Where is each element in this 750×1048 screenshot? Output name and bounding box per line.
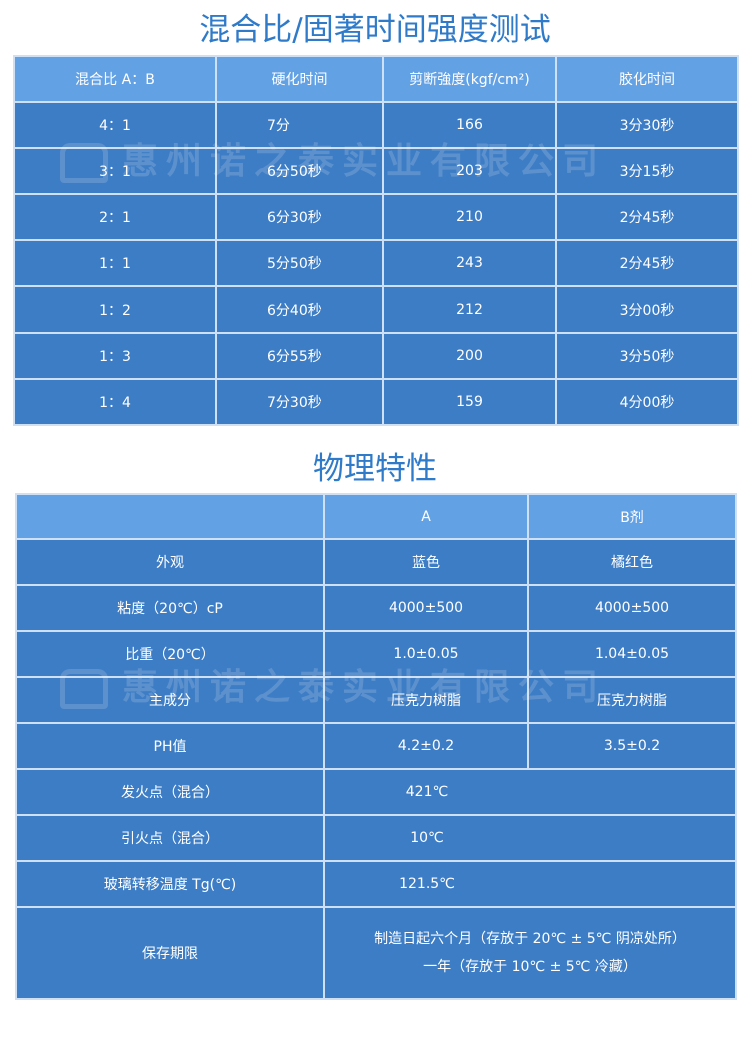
- header-cell: 混合比 A：B: [13, 55, 217, 103]
- table-row: 1：1 5分50秒 243 2分45秒: [13, 239, 739, 287]
- table-cell: 2分45秒: [555, 239, 739, 287]
- table-cell: 玻璃转移温度 Tg(℃): [15, 860, 325, 908]
- table-cell: 压克力树脂: [527, 676, 737, 724]
- table-row: 1：2 6分40秒 212 3分00秒: [13, 285, 739, 334]
- table-cell: 1：1: [13, 239, 217, 287]
- mix-ratio-table: 混合比 A：B 硬化时间 剪断強度(kgf/cm²) 胶化时间 4：1 7分 166…: [13, 55, 739, 426]
- table-cell: 3分15秒: [555, 147, 739, 195]
- table-cell: 203: [382, 147, 557, 195]
- cell-value: 121.5℃: [399, 876, 455, 892]
- table-cell: 1.04±0.05: [527, 630, 737, 678]
- header-cell: 硬化时间: [215, 55, 384, 103]
- table-cell: 蓝色: [323, 538, 529, 586]
- table-cell: 3：1: [13, 147, 217, 195]
- table-row: PH值 4.2±0.2 3.5±0.2: [15, 722, 737, 770]
- table-cell: PH值: [15, 722, 325, 770]
- table-row: 4：1 7分 166 3分30秒: [13, 101, 739, 149]
- table-row: 2：1 6分30秒 210 2分45秒: [13, 193, 739, 241]
- table-cell: 6分30秒: [215, 193, 384, 241]
- table-cell: 3分00秒: [555, 285, 739, 334]
- table-cell: 3分50秒: [555, 332, 739, 380]
- table-cell: 压克力树脂: [323, 676, 529, 724]
- table-row: 发火点（混合） 421℃: [15, 768, 737, 816]
- table-row: 玻璃转移温度 Tg(℃) 121.5℃: [15, 860, 737, 908]
- table-cell: 4000±500: [527, 584, 737, 632]
- table-cell: 1.0±0.05: [323, 630, 529, 678]
- table-cell: 发火点（混合）: [15, 768, 325, 816]
- physical-properties-table: A B剂 外观 蓝色 橘红色 粘度（20℃）cP 4000±500 4000±500 比重（…: [15, 493, 737, 1000]
- table-cell: 4分00秒: [555, 378, 739, 426]
- table-cell: 引火点（混合）: [15, 814, 325, 862]
- table-row: 主成分 压克力树脂 压克力树脂: [15, 676, 737, 724]
- table-cell: 210: [382, 193, 557, 241]
- header-cell: [15, 493, 325, 540]
- table-cell: 5分50秒: [215, 239, 384, 287]
- table-cell: 3分30秒: [555, 101, 739, 149]
- table-row: 比重（20℃） 1.0±0.05 1.04±0.05: [15, 630, 737, 678]
- table-cell: 4000±500: [323, 584, 529, 632]
- table-cell: 421℃: [323, 768, 737, 816]
- table-cell: 200: [382, 332, 557, 380]
- table-row: 引火点（混合） 10℃: [15, 814, 737, 862]
- table-cell: 3.5±0.2: [527, 722, 737, 770]
- table-cell: 1：2: [13, 285, 217, 334]
- table-cell: 212: [382, 285, 557, 334]
- table-header-row: 混合比 A：B 硬化时间 剪断強度(kgf/cm²) 胶化时间: [13, 55, 739, 103]
- storage-row: 保存期限 制造日起六个月（存放于 20℃ ± 5℃ 阴凉处所） 一年（存放于 1…: [15, 906, 737, 1000]
- table-row: 外观 蓝色 橘红色: [15, 538, 737, 586]
- table-cell: 121.5℃: [323, 860, 737, 908]
- table-row: 1：4 7分30秒 159 4分00秒: [13, 378, 739, 426]
- table-row: 粘度（20℃）cP 4000±500 4000±500: [15, 584, 737, 632]
- table-cell: 橘红色: [527, 538, 737, 586]
- table-header-row: A B剂: [15, 493, 737, 540]
- header-cell: 胶化时间: [555, 55, 739, 103]
- cell-value: 421℃: [405, 784, 449, 800]
- storage-line-1: 制造日起六个月（存放于 20℃ ± 5℃ 阴凉处所）: [374, 931, 686, 947]
- storage-label: 保存期限: [15, 906, 325, 1000]
- table-cell: 6分40秒: [215, 285, 384, 334]
- table-cell: 4.2±0.2: [323, 722, 529, 770]
- header-cell: B剂: [527, 493, 737, 540]
- table-row: 3：1 6分50秒 203 3分15秒: [13, 147, 739, 195]
- table-cell: 166: [382, 101, 557, 149]
- table-cell: 159: [382, 378, 557, 426]
- table-cell: 比重（20℃）: [15, 630, 325, 678]
- storage-line-2: 一年（存放于 10℃ ± 5℃ 冷藏）: [423, 959, 637, 975]
- table-cell: 6分50秒: [215, 147, 384, 195]
- storage-value: 制造日起六个月（存放于 20℃ ± 5℃ 阴凉处所） 一年（存放于 10℃ ± …: [323, 906, 737, 1000]
- table-cell: 主成分: [15, 676, 325, 724]
- header-cell: A: [323, 493, 529, 540]
- table-cell: 7分30秒: [215, 378, 384, 426]
- table-cell: 粘度（20℃）cP: [15, 584, 325, 632]
- table-cell: 6分55秒: [215, 332, 384, 380]
- physical-table-title: 物理特性: [313, 451, 437, 487]
- header-cell: 剪断強度(kgf/cm²): [382, 55, 557, 103]
- table-cell: 10℃: [323, 814, 737, 862]
- table-cell: 2分45秒: [555, 193, 739, 241]
- table-cell: 7分: [215, 101, 384, 149]
- mix-table-title: 混合比/固著时间强度测试: [199, 12, 551, 48]
- table-cell: 2：1: [13, 193, 217, 241]
- table-cell: 外观: [15, 538, 325, 586]
- table-cell: 243: [382, 239, 557, 287]
- table-row: 1：3 6分55秒 200 3分50秒: [13, 332, 739, 380]
- table-cell: 1：3: [13, 332, 217, 380]
- table-cell: 1：4: [13, 378, 217, 426]
- cell-value: 10℃: [410, 830, 444, 846]
- table-cell: 4：1: [13, 101, 217, 149]
